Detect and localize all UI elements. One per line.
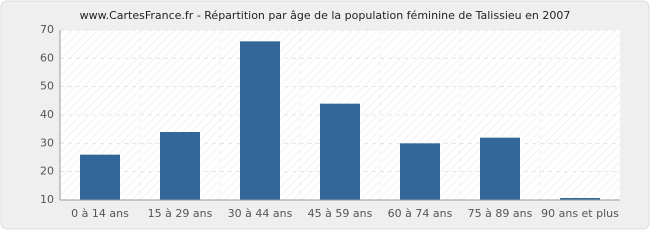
y-tick-label: 60 bbox=[40, 51, 54, 64]
x-tick-label: 60 à 74 ans bbox=[388, 207, 453, 220]
x-tick-label: 75 à 89 ans bbox=[468, 207, 533, 220]
chart: www.CartesFrance.fr - Répartition par âg… bbox=[0, 0, 650, 230]
y-tick-label: 10 bbox=[40, 193, 54, 206]
bar bbox=[240, 41, 280, 201]
bar bbox=[400, 143, 440, 200]
bar bbox=[80, 154, 120, 200]
x-tick-label: 0 à 14 ans bbox=[71, 207, 129, 220]
y-tick-label: 30 bbox=[40, 136, 54, 149]
x-tick-label: 45 à 59 ans bbox=[308, 207, 373, 220]
bar bbox=[160, 132, 200, 200]
bar bbox=[320, 103, 360, 200]
x-tick-label: 30 à 44 ans bbox=[228, 207, 293, 220]
x-tick-label: 15 à 29 ans bbox=[148, 207, 213, 220]
chart-title: www.CartesFrance.fr - Répartition par âg… bbox=[80, 9, 571, 22]
y-tick-label: 20 bbox=[40, 165, 54, 178]
bar bbox=[560, 198, 600, 200]
bar bbox=[480, 137, 520, 200]
y-tick-label: 40 bbox=[40, 108, 54, 121]
x-tick-label: 90 ans et plus bbox=[541, 207, 619, 220]
y-tick-label: 50 bbox=[40, 80, 54, 93]
y-tick-label: 70 bbox=[40, 23, 54, 36]
